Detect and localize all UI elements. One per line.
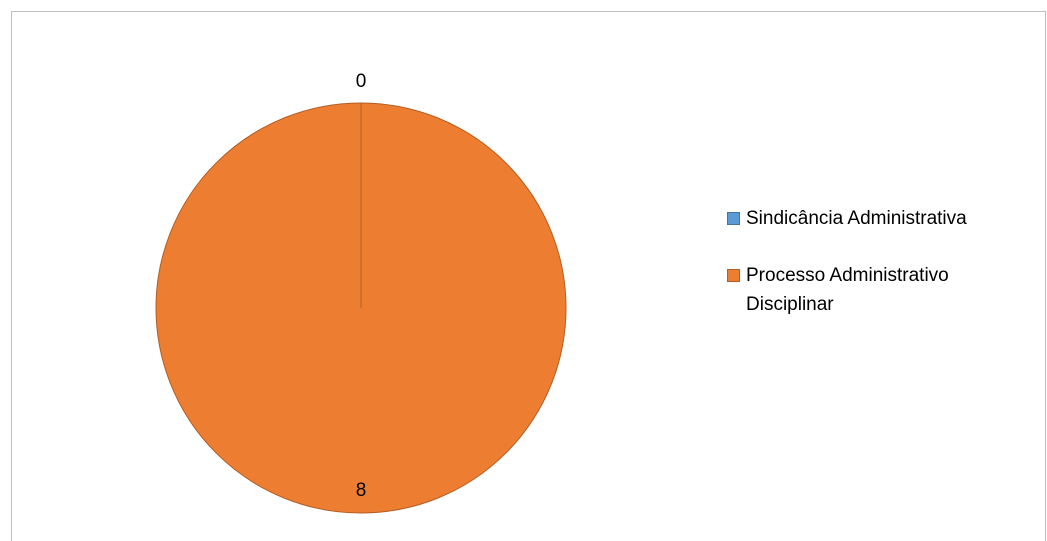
data-label-sindicancia: 0 [356, 71, 367, 92]
legend: Sindicância Administrativa Processo Admi… [727, 204, 1047, 347]
pie-slices [156, 103, 566, 513]
legend-label-processo: Processo Administrativo Disciplinar [746, 261, 1036, 319]
legend-swatch-sindicancia [727, 212, 740, 225]
legend-item-processo: Processo Administrativo Disciplinar [727, 261, 1047, 319]
legend-item-sindicancia: Sindicância Administrativa [727, 204, 1047, 233]
legend-swatch-processo [727, 269, 740, 282]
data-label-processo: 8 [356, 480, 367, 501]
legend-label-sindicancia: Sindicância Administrativa [746, 204, 1036, 233]
